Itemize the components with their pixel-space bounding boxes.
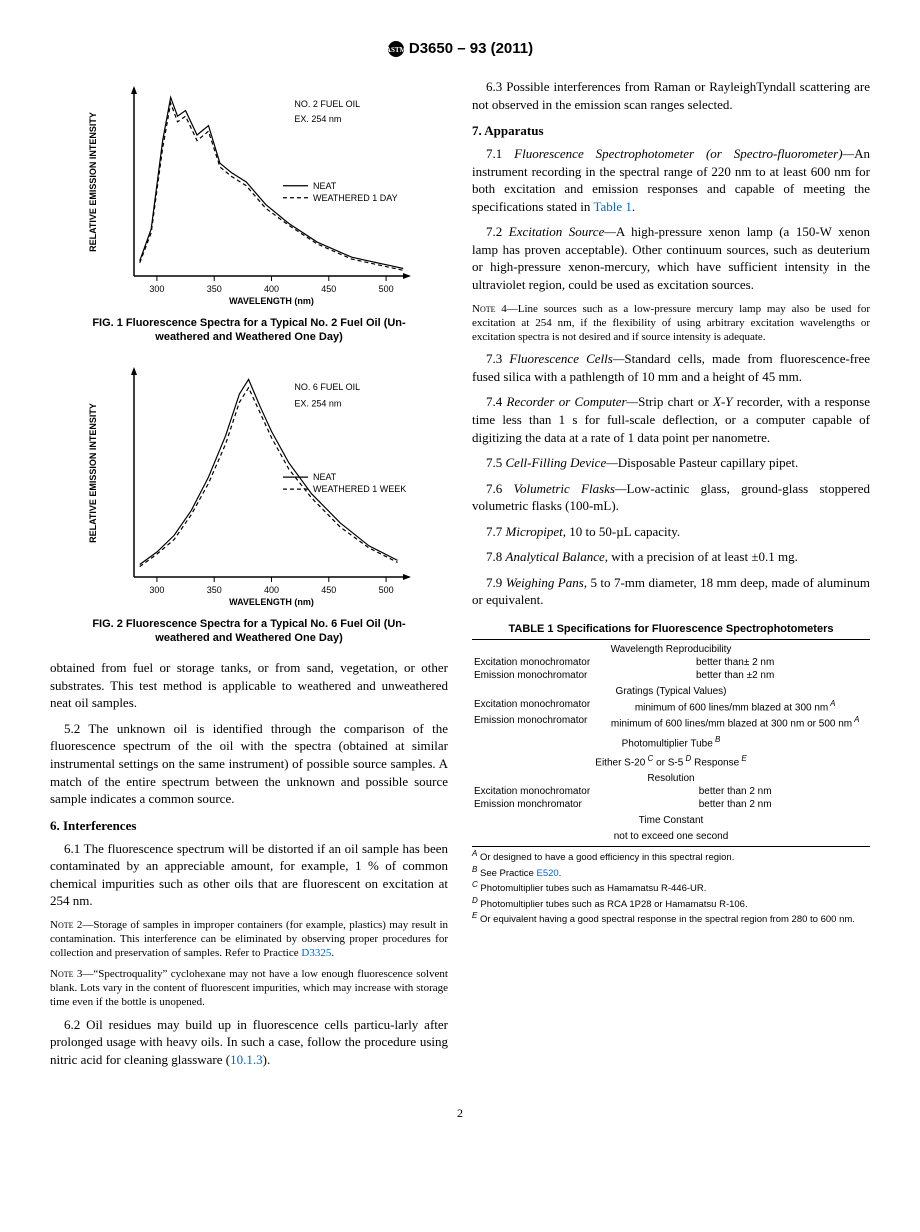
para-7-9: 7.9 Weighing Pans, 5 to 7-mm diameter, 1… xyxy=(472,574,870,609)
term-micropipet: Micropipet, xyxy=(506,524,567,539)
footnote-a: A Or designed to have a good efficiency … xyxy=(472,849,870,865)
para-7-2: 7.2 Excitation Source—A high-pressure xe… xyxy=(472,223,870,293)
table-subhead-resolution: Resolution xyxy=(472,769,870,785)
table-row: Emission monchromatorbetter than 2 nm xyxy=(472,798,870,811)
table-subhead-timeval: not to exceed one second xyxy=(472,827,870,847)
term-excitation-source: Excitation Source— xyxy=(509,224,616,239)
svg-text:NO. 6 FUEL OIL: NO. 6 FUEL OIL xyxy=(294,381,360,391)
table-row: Excitation monochromatorbetter than± 2 n… xyxy=(472,656,870,669)
para-7-3: 7.3 Fluorescence Cells—Standard cells, m… xyxy=(472,350,870,385)
table-row: Emission monochromatorbetter than ±2 nm xyxy=(472,669,870,682)
note-2-lead: Note 2— xyxy=(50,919,93,931)
para-6-2-b: ). xyxy=(263,1052,271,1067)
svg-text:450: 450 xyxy=(321,284,336,294)
svg-text:350: 350 xyxy=(207,284,222,294)
footnote-b: B See Practice E520. xyxy=(472,865,870,881)
designation: D3650 – 93 (2011) xyxy=(409,40,533,57)
svg-text:WAVELENGTH (nm): WAVELENGTH (nm) xyxy=(229,296,314,306)
table-1-title: TABLE 1 Specifications for Fluorescence … xyxy=(472,623,870,635)
term-cell-filling: Cell-Filling Device— xyxy=(506,455,618,470)
svg-text:WEATHERED 1 DAY: WEATHERED 1 DAY xyxy=(313,193,398,203)
svg-text:WAVELENGTH (nm): WAVELENGTH (nm) xyxy=(229,597,314,607)
para-5-2: 5.2 The unknown oil is identified throug… xyxy=(50,720,448,808)
link-table-1[interactable]: Table 1 xyxy=(593,199,631,214)
term-recorder: Recorder or Computer— xyxy=(507,394,639,409)
table-subhead-gratings: Gratings (Typical Values) xyxy=(472,682,870,698)
svg-text:350: 350 xyxy=(207,585,222,595)
figure-2: 300 350 400 450 500 WAVELENGTH (nm) RELATIVE E… xyxy=(50,359,448,609)
link-e520[interactable]: E520 xyxy=(536,868,558,879)
table-subhead-timeconst: Time Constant xyxy=(472,811,870,827)
svg-text:WEATHERED 1 WEEK: WEATHERED 1 WEEK xyxy=(313,484,406,494)
heading-6: 6. Interferences xyxy=(50,818,448,834)
para-7-4: 7.4 Recorder or Computer—Strip chart or … xyxy=(472,393,870,446)
table-subhead-response: Either S-20 C or S-5 D Response E xyxy=(472,750,870,769)
svg-text:RELATIVE EMISSION INTENSITY: RELATIVE EMISSION INTENSITY xyxy=(88,112,98,252)
svg-text:ASTM: ASTM xyxy=(387,46,405,54)
table-subhead-pmt: Photomultiplier Tube B xyxy=(472,731,870,750)
heading-7: 7. Apparatus xyxy=(472,123,870,139)
footnote-d: D Photomultiplier tubes such as RCA 1P28… xyxy=(472,896,870,912)
para-obtained: obtained from fuel or storage tanks, or … xyxy=(50,659,448,712)
para-6-3: 6.3 Possible interferences from Raman or… xyxy=(472,78,870,113)
table-subhead-wavelength: Wavelength Reproducibility xyxy=(472,639,870,656)
svg-text:300: 300 xyxy=(149,585,164,595)
term-volumetric-flasks: Volumetric Flasks— xyxy=(513,481,626,496)
svg-text:500: 500 xyxy=(379,284,394,294)
term-weighing-pans: Weighing Pans, xyxy=(506,575,587,590)
figure-1: 300 350 400 450 500 WAVELENGTH (nm) RELATIVE E… xyxy=(50,78,448,308)
fig1-caption: FIG. 1 Fluorescence Spectra for a Typica… xyxy=(80,316,418,345)
right-column: 6.3 Possible interferences from Raman or… xyxy=(472,78,870,1076)
para-7-6: 7.6 Volumetric Flasks—Low-actinic glass,… xyxy=(472,480,870,515)
link-d3325[interactable]: D3325 xyxy=(301,947,331,959)
fig2-caption: FIG. 2 Fluorescence Spectra for a Typica… xyxy=(80,617,418,646)
table-row: Emission monochromatorminimum of 600 lin… xyxy=(472,714,870,730)
astm-logo-icon: ASTM xyxy=(387,40,405,58)
svg-text:RELATIVE EMISSION INTENSITY: RELATIVE EMISSION INTENSITY xyxy=(88,403,98,543)
svg-text:NO. 2 FUEL OIL: NO. 2 FUEL OIL xyxy=(294,99,360,109)
note-4-text: Line sources such as a low-pressure merc… xyxy=(472,303,870,344)
svg-text:400: 400 xyxy=(264,284,279,294)
term-fluorescence-cells: Fluorescence Cells— xyxy=(509,351,624,366)
footnote-c: C Photomultiplier tubes such as Hamamats… xyxy=(472,880,870,896)
svg-text:450: 450 xyxy=(321,585,336,595)
note-3-lead: Note 3— xyxy=(50,968,93,980)
para-7-1: 7.1 Fluorescence Spectrophotometer (or S… xyxy=(472,145,870,215)
table-row: Excitation monochromatorminimum of 600 l… xyxy=(472,698,870,714)
note-3-text: “Spectroquality” cyclohexane may not hav… xyxy=(50,968,448,1009)
svg-text:500: 500 xyxy=(379,585,394,595)
svg-text:EX. 254 nm: EX. 254 nm xyxy=(294,114,341,124)
page-header: ASTM D3650 – 93 (2011) xyxy=(50,40,870,58)
note-2-text: Storage of samples in improper container… xyxy=(50,919,448,960)
para-6-2: 6.2 Oil residues may build up in fluores… xyxy=(50,1016,448,1069)
svg-text:NEAT: NEAT xyxy=(313,472,337,482)
footnote-e: E Or equivalent having a good spectral r… xyxy=(472,911,870,927)
page-number: 2 xyxy=(50,1106,870,1121)
term-spectrophotometer: Fluorescence Spectrophotometer (or Spect… xyxy=(514,146,854,161)
table-1: Wavelength Reproducibility Excitation mo… xyxy=(472,639,870,847)
note-3: Note 3—“Spectroquality” cyclohexane may … xyxy=(50,967,448,1010)
term-analytical-balance: Analytical Balance, xyxy=(506,549,609,564)
para-6-1: 6.1 The fluorescence spectrum will be di… xyxy=(50,840,448,910)
left-column: 300 350 400 450 500 WAVELENGTH (nm) RELATIVE E… xyxy=(50,78,448,1076)
para-7-7: 7.7 Micropipet, 10 to 50-µL capacity. xyxy=(472,523,870,541)
svg-text:400: 400 xyxy=(264,585,279,595)
para-7-8: 7.8 Analytical Balance, with a precision… xyxy=(472,548,870,566)
table-footnotes: A Or designed to have a good efficiency … xyxy=(472,849,870,927)
note-2: Note 2—Storage of samples in improper co… xyxy=(50,918,448,961)
note-4: Note 4—Line sources such as a low-pressu… xyxy=(472,302,870,345)
link-10-1-3[interactable]: 10.1.3 xyxy=(230,1052,263,1067)
table-row: Excitation monochromatorbetter than 2 nm xyxy=(472,785,870,798)
svg-text:300: 300 xyxy=(149,284,164,294)
svg-text:EX. 254 nm: EX. 254 nm xyxy=(294,398,341,408)
para-7-5: 7.5 Cell-Filling Device—Disposable Paste… xyxy=(472,454,870,472)
svg-text:NEAT: NEAT xyxy=(313,181,337,191)
note-4-lead: Note 4— xyxy=(472,303,518,315)
